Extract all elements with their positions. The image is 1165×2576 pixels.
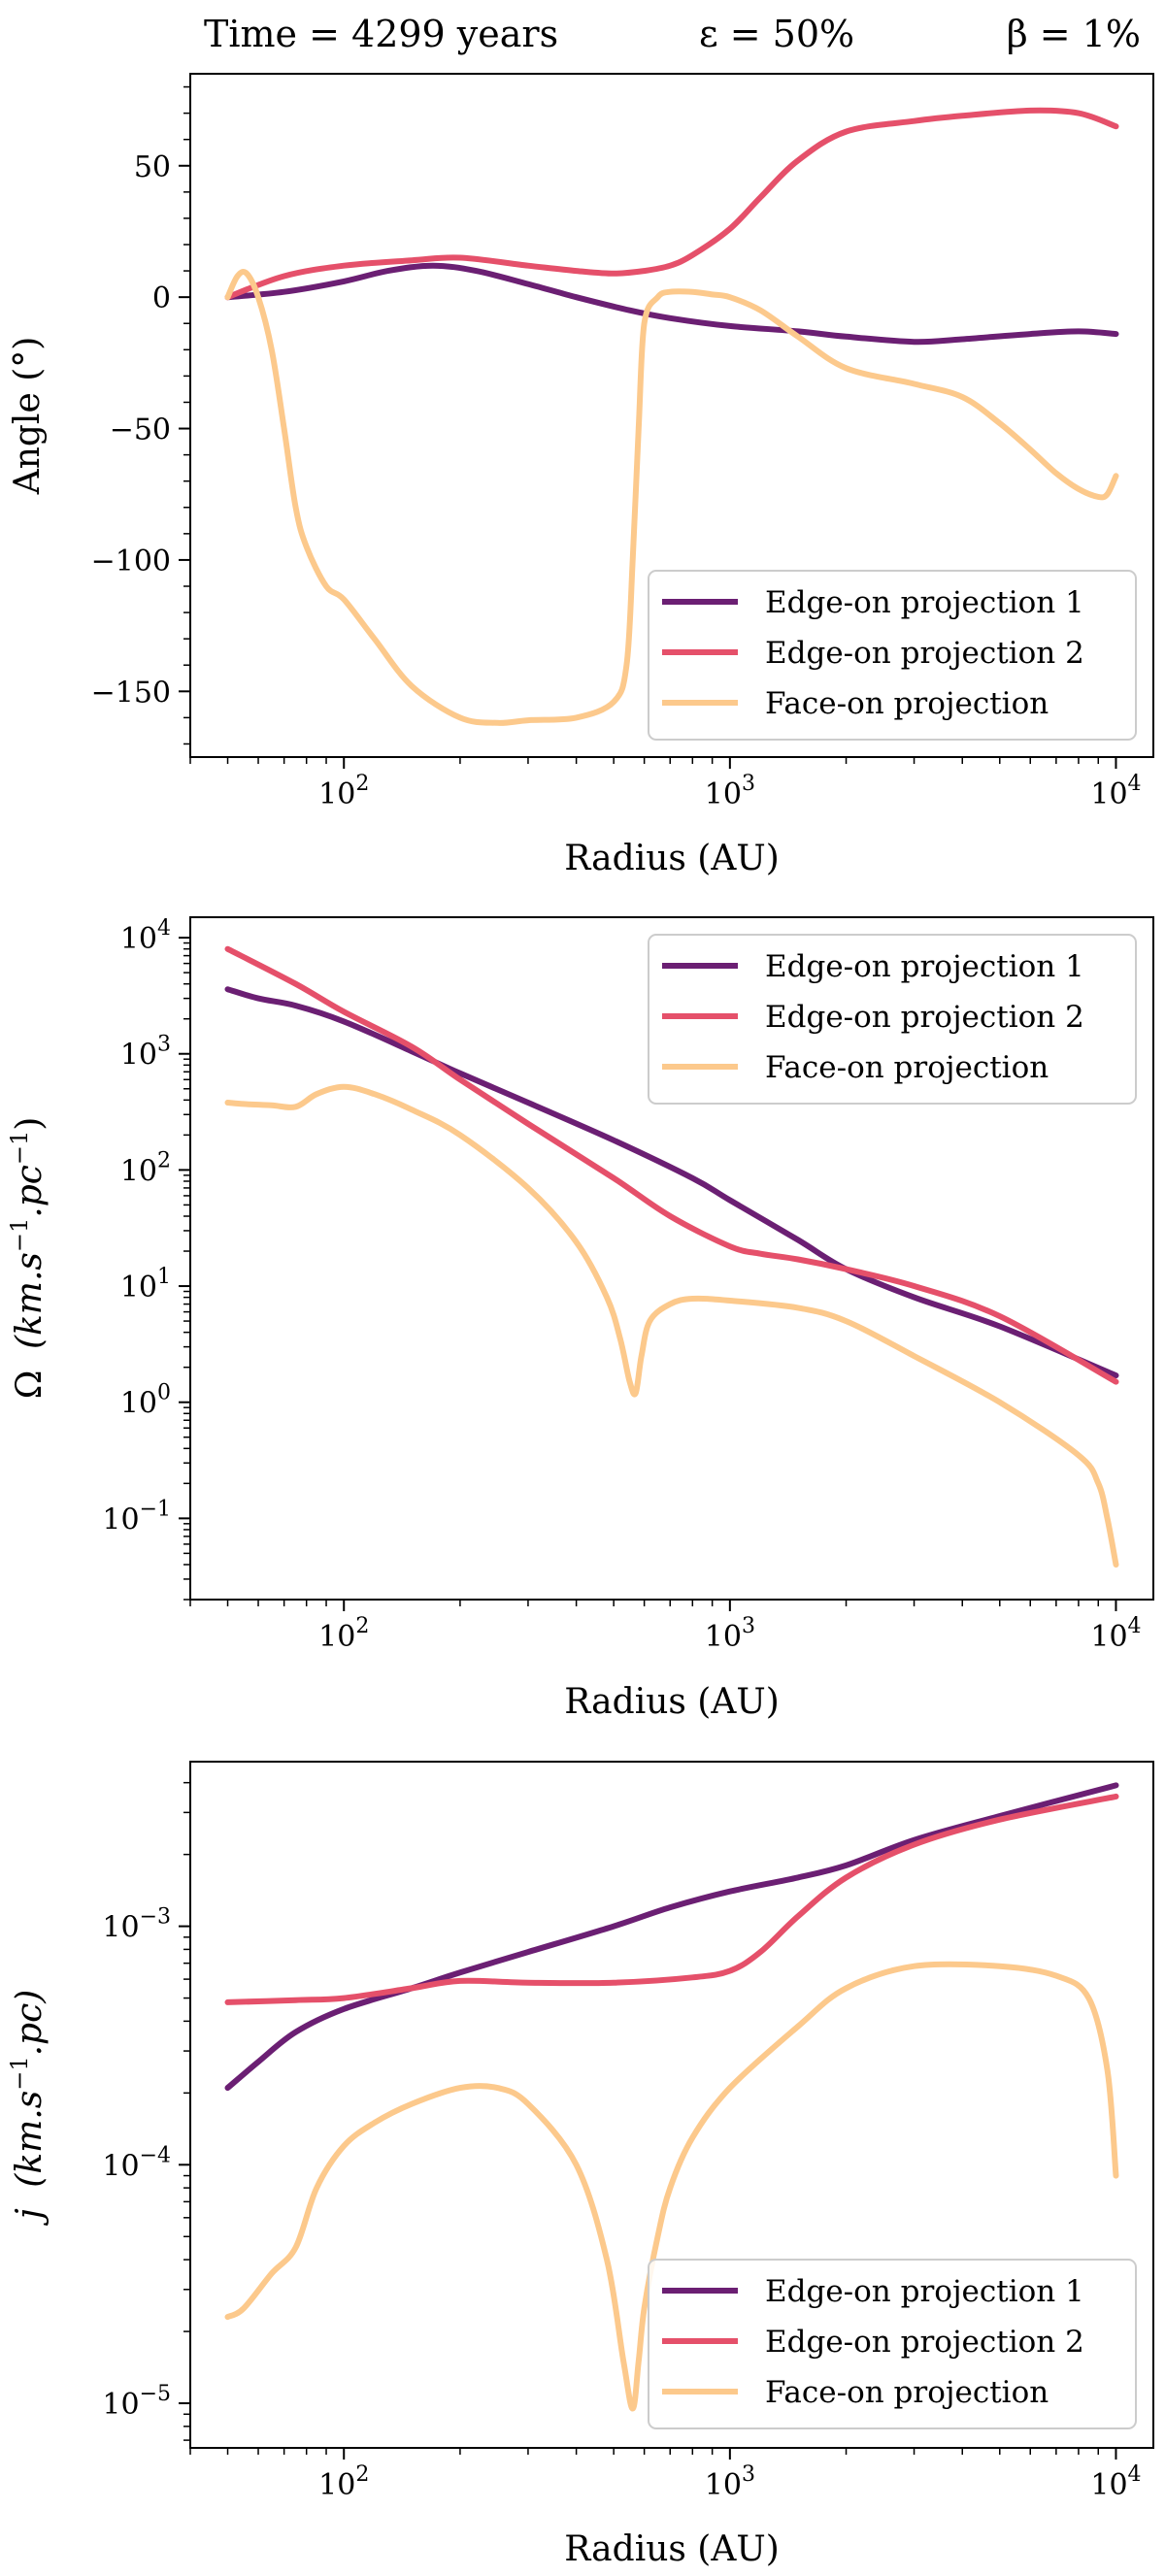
legend-label-face: Face-on projection (765, 1050, 1048, 1085)
series-line-edge1 (224, 1782, 1119, 2092)
header-epsilon: ε = 50% (699, 13, 854, 55)
omega-y-axis-label: Ω (km.s−1.pc−1) (6, 1117, 50, 1400)
angle-series (224, 107, 1119, 726)
x-tick-label: 102 (318, 1614, 369, 1654)
angle-legend-box (648, 570, 1137, 741)
x-tick-label: 102 (318, 2462, 369, 2502)
x-tick-label: 104 (1090, 2462, 1141, 2502)
omega-panel: 102 103 104 104 103 102 101 100 10−1 Radius (AU)… (6, 916, 1154, 1722)
angle-x-axis-label: Radius (AU) (564, 839, 779, 878)
y-tick-label: 10−1 (102, 1497, 171, 1536)
x-tick-label: 104 (1090, 1614, 1141, 1654)
y-tick-label: 10−4 (102, 2143, 171, 2183)
x-tick-label: 102 (318, 772, 369, 811)
y-tick-label: 104 (120, 916, 171, 956)
omega-ticks: 102 103 104 104 103 102 101 100 10−1 (102, 916, 1141, 1654)
x-tick-label: 103 (705, 1614, 755, 1654)
y-tick-label: 100 (120, 1381, 171, 1421)
j-legend-box (648, 2259, 1137, 2429)
y-tick-label: 101 (120, 1265, 171, 1305)
j-y-axis-label: j (km.s−1.pc) (6, 1990, 50, 2227)
header-time: Time = 4299 years (204, 13, 558, 55)
y-tick-label: −150 (91, 676, 171, 710)
angle-ticks: 102 103 104 50 0 −50 −100 −150 (91, 85, 1142, 811)
series-line-face (224, 1083, 1119, 1568)
angle-panel: 102 103 104 50 0 −50 −100 −150 Radius (AU) Angl… (8, 73, 1154, 878)
j-panel: 102 103 104 10−3 10−4 10−5 Radius (AU) j (km.… (6, 1761, 1154, 2569)
series-line-edge2 (224, 107, 1119, 301)
y-tick-label: 10−5 (102, 2382, 171, 2422)
series-line-edge2 (224, 1793, 1119, 2005)
series-line-face (224, 1961, 1119, 2412)
y-tick-label: 10−3 (102, 1905, 171, 1945)
angle-y-axis-label: Angle (°) (8, 337, 48, 496)
angle-plot-frame (189, 73, 1154, 758)
legend-label-edge2: Edge-on projection 2 (765, 1000, 1084, 1035)
y-tick-label: 50 (134, 150, 171, 184)
y-tick-label: −50 (110, 413, 171, 447)
x-tick-label: 103 (705, 2462, 755, 2502)
omega-legend-box (648, 934, 1137, 1105)
omega-plot-frame (189, 916, 1154, 1601)
legend-label-edge1: Edge-on projection 1 (765, 585, 1084, 620)
y-tick-label: −100 (91, 545, 171, 578)
x-tick-label: 104 (1090, 772, 1141, 811)
y-tick-label: 102 (120, 1148, 171, 1188)
legend-label-edge1: Edge-on projection 1 (765, 949, 1084, 984)
omega-series (224, 945, 1119, 1568)
j-legend: Edge-on projection 1 Edge-on projection … (648, 2259, 1137, 2429)
legend-label-edge2: Edge-on projection 2 (765, 2325, 1084, 2360)
j-ticks: 102 103 104 10−3 10−4 10−5 (102, 1781, 1142, 2502)
legend-label-face: Face-on projection (765, 686, 1048, 721)
angle-legend: Edge-on projection 1 Edge-on projection … (648, 570, 1137, 741)
j-plot-frame (189, 1761, 1154, 2449)
x-tick-label: 103 (705, 772, 755, 811)
legend-label-edge1: Edge-on projection 1 (765, 2274, 1084, 2309)
series-line-edge1 (224, 262, 1119, 346)
legend-label-edge2: Edge-on projection 2 (765, 636, 1084, 671)
series-line-edge1 (224, 986, 1119, 1379)
header-beta: β = 1% (1007, 13, 1141, 55)
omega-x-axis-label: Radius (AU) (564, 1682, 779, 1722)
legend-label-face: Face-on projection (765, 2375, 1048, 2410)
series-line-edge2 (224, 945, 1119, 1385)
omega-legend: Edge-on projection 1 Edge-on projection … (648, 934, 1137, 1105)
j-x-axis-label: Radius (AU) (564, 2529, 779, 2569)
y-tick-label: 0 (152, 281, 171, 315)
y-tick-label: 103 (120, 1033, 171, 1073)
series-line-face (224, 269, 1119, 726)
j-series (224, 1782, 1119, 2412)
